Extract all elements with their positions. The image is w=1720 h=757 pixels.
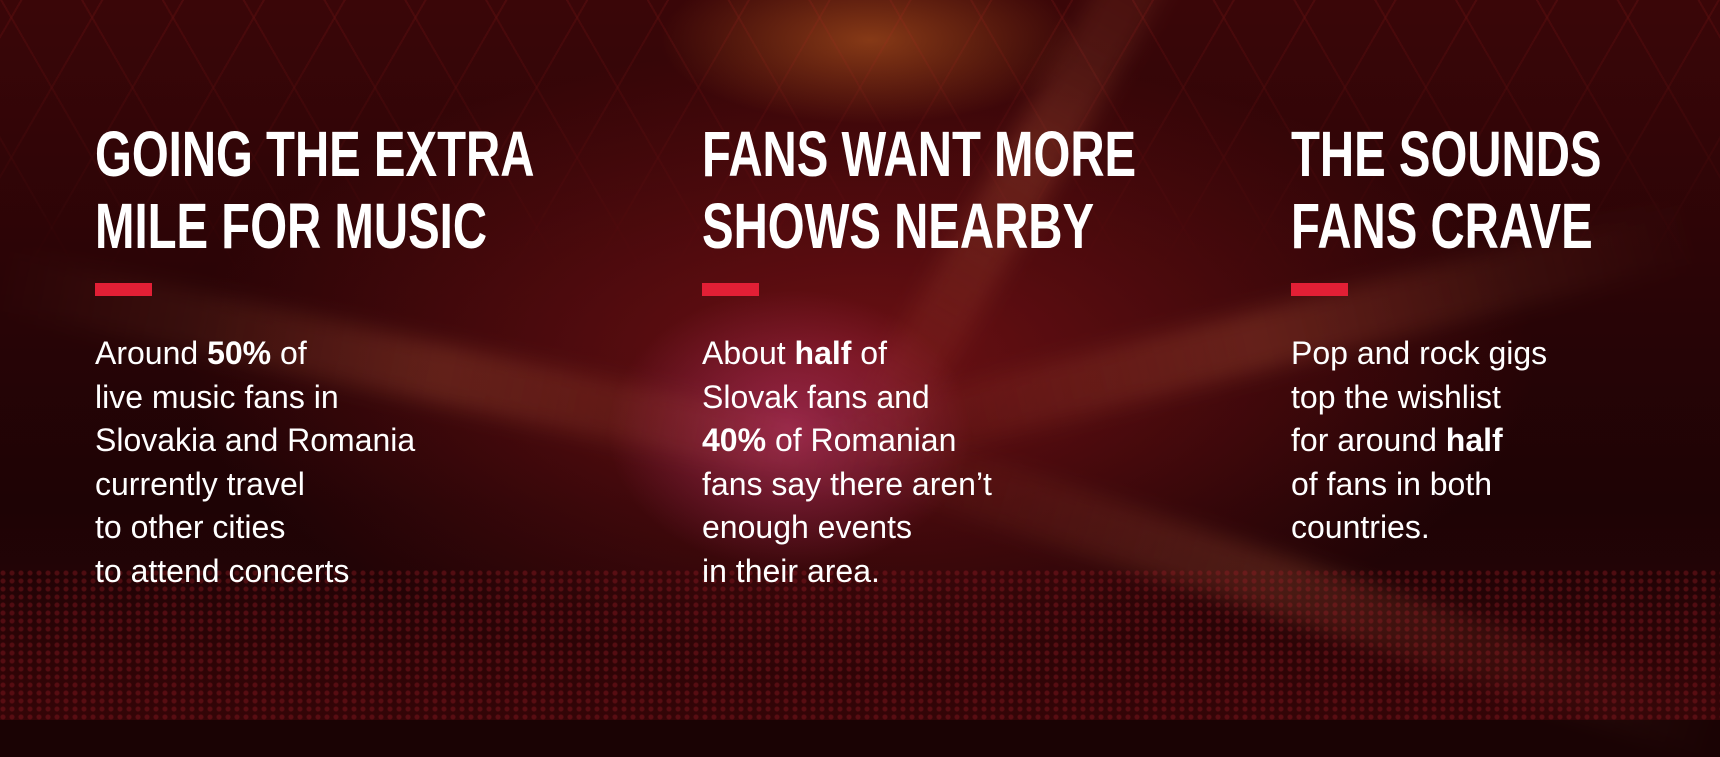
column-title: GOING THE EXTRA MILE FOR MUSIC xyxy=(95,118,689,262)
body-text: in their area. xyxy=(702,552,880,589)
body-line: live music fans in xyxy=(95,376,415,420)
body-line: Slovakia and Romania xyxy=(95,419,415,463)
body-line: to attend concerts xyxy=(95,550,415,594)
body-text: to other cities xyxy=(95,509,286,545)
body-line: in their area. xyxy=(702,550,992,594)
body-line: to other cities xyxy=(95,506,415,550)
title-line: GOING THE EXTRA xyxy=(95,118,535,190)
body-line: top the wishlist xyxy=(1291,376,1547,420)
body-text: currently travel xyxy=(95,465,305,502)
body-text: Around xyxy=(95,335,208,371)
body-text: of xyxy=(851,335,887,371)
title-line: THE SOUNDS xyxy=(1291,118,1602,190)
column-title: THE SOUNDS FANS CRAVE xyxy=(1291,118,1711,262)
highlight-text: 50% xyxy=(207,335,272,371)
highlight-text: 40% xyxy=(702,422,767,458)
body-text: live music fans in xyxy=(95,378,339,415)
body-line: About half of xyxy=(702,332,992,376)
title-line: FANS CRAVE xyxy=(1291,190,1593,262)
body-line: countries. xyxy=(1291,506,1547,550)
accent-divider xyxy=(702,283,759,296)
body-line: Slovak fans and xyxy=(702,376,992,420)
column-title: FANS WANT MORE SHOWS NEARBY xyxy=(702,118,1289,262)
body-line: 40% of Romanian xyxy=(702,419,992,463)
stage-truss xyxy=(0,0,1720,280)
body-text: fans say there aren’t xyxy=(702,465,992,502)
crowd xyxy=(0,570,1720,720)
highlight-text: half xyxy=(794,335,852,371)
body-text: Pop and rock gigs xyxy=(1291,335,1548,371)
body-text: for around xyxy=(1291,422,1446,458)
body-text: of xyxy=(271,335,307,371)
title-line: SHOWS NEARBY xyxy=(702,190,1095,262)
body-line: fans say there aren’t xyxy=(702,463,992,507)
accent-divider xyxy=(1291,283,1348,296)
stat-column: THE SOUNDS FANS CRAVE Pop and rock gigs top… xyxy=(1291,118,1711,545)
body-text: top the wishlist xyxy=(1291,378,1501,415)
column-body: Around 50% of live music fans in Slovakia … xyxy=(95,332,415,593)
body-text: Slovak fans and xyxy=(702,378,930,415)
column-body: Pop and rock gigs top the wishlist for aro… xyxy=(1291,332,1547,550)
body-line: Around 50% of xyxy=(95,332,415,376)
highlight-text: half xyxy=(1445,422,1503,458)
body-text: to attend concerts xyxy=(95,552,350,589)
body-text: of Romanian xyxy=(766,422,957,458)
body-text: of fans in both xyxy=(1291,465,1493,502)
body-line: enough events xyxy=(702,506,992,550)
body-line: Pop and rock gigs xyxy=(1291,332,1547,376)
title-line: MILE FOR MUSIC xyxy=(95,190,488,262)
body-text: enough events xyxy=(702,509,912,545)
body-text: countries. xyxy=(1291,509,1430,545)
accent-divider xyxy=(95,283,152,296)
stat-column: GOING THE EXTRA MILE FOR MUSIC Around 50% … xyxy=(95,118,689,589)
body-line: of fans in both xyxy=(1291,463,1547,507)
column-body: About half of Slovak fans and 40% of Roman… xyxy=(702,332,992,593)
stat-column: FANS WANT MORE SHOWS NEARBY About half of S… xyxy=(702,118,1289,589)
body-text: About xyxy=(702,335,795,371)
body-line: currently travel xyxy=(95,463,415,507)
body-line: for around half xyxy=(1291,419,1547,463)
body-text: Slovakia and Romania xyxy=(95,422,416,458)
title-line: FANS WANT MORE xyxy=(702,118,1137,190)
